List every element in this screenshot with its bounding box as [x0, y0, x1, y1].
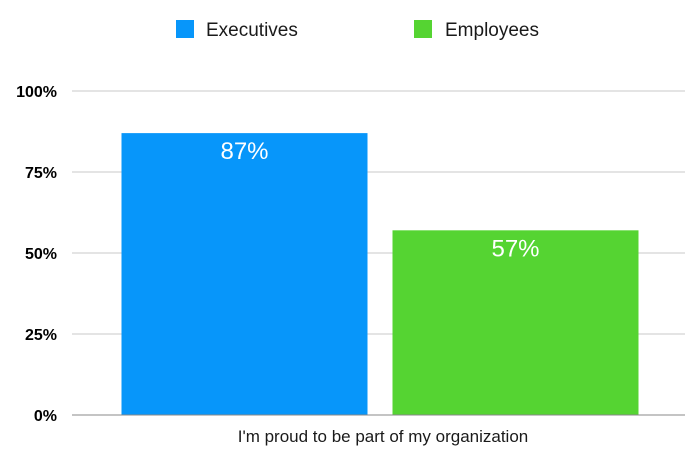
y-tick-label: 75%	[25, 165, 57, 182]
y-tick-label: 25%	[25, 327, 57, 344]
legend-swatch-executives	[176, 20, 194, 38]
data-label-employees: 57%	[491, 235, 539, 262]
data-labels: 87% 57%	[220, 138, 539, 262]
y-axis-ticks: 0% 25% 50% 75% 100%	[16, 84, 57, 425]
bar-executives	[121, 133, 368, 415]
legend-swatch-employees	[414, 20, 432, 38]
legend-label-executives: Executives	[206, 20, 298, 41]
legend: Executives Employees	[176, 20, 539, 41]
legend-label-employees: Employees	[445, 20, 539, 41]
bar-employees	[392, 230, 639, 415]
category-labels: I'm proud to be part of my organization	[238, 427, 529, 446]
bars	[121, 133, 639, 415]
y-tick-label: 0%	[34, 408, 57, 425]
y-tick-label: 100%	[16, 84, 57, 101]
x-category-label: I'm proud to be part of my organization	[238, 427, 529, 446]
data-label-executives: 87%	[220, 138, 268, 165]
y-tick-label: 50%	[25, 246, 57, 263]
